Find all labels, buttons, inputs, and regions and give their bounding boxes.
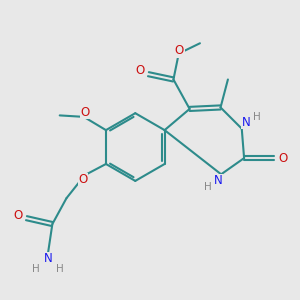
- Text: O: O: [175, 44, 184, 57]
- Text: N: N: [242, 116, 250, 129]
- Text: N: N: [44, 252, 53, 265]
- Text: H: H: [253, 112, 261, 122]
- Text: H: H: [204, 182, 212, 192]
- Text: O: O: [81, 106, 90, 119]
- Text: O: O: [136, 64, 145, 77]
- Text: H: H: [56, 264, 64, 274]
- Text: H: H: [32, 264, 40, 274]
- Text: O: O: [278, 152, 288, 165]
- Text: N: N: [214, 174, 223, 187]
- Text: O: O: [79, 173, 88, 186]
- Text: O: O: [14, 209, 23, 222]
